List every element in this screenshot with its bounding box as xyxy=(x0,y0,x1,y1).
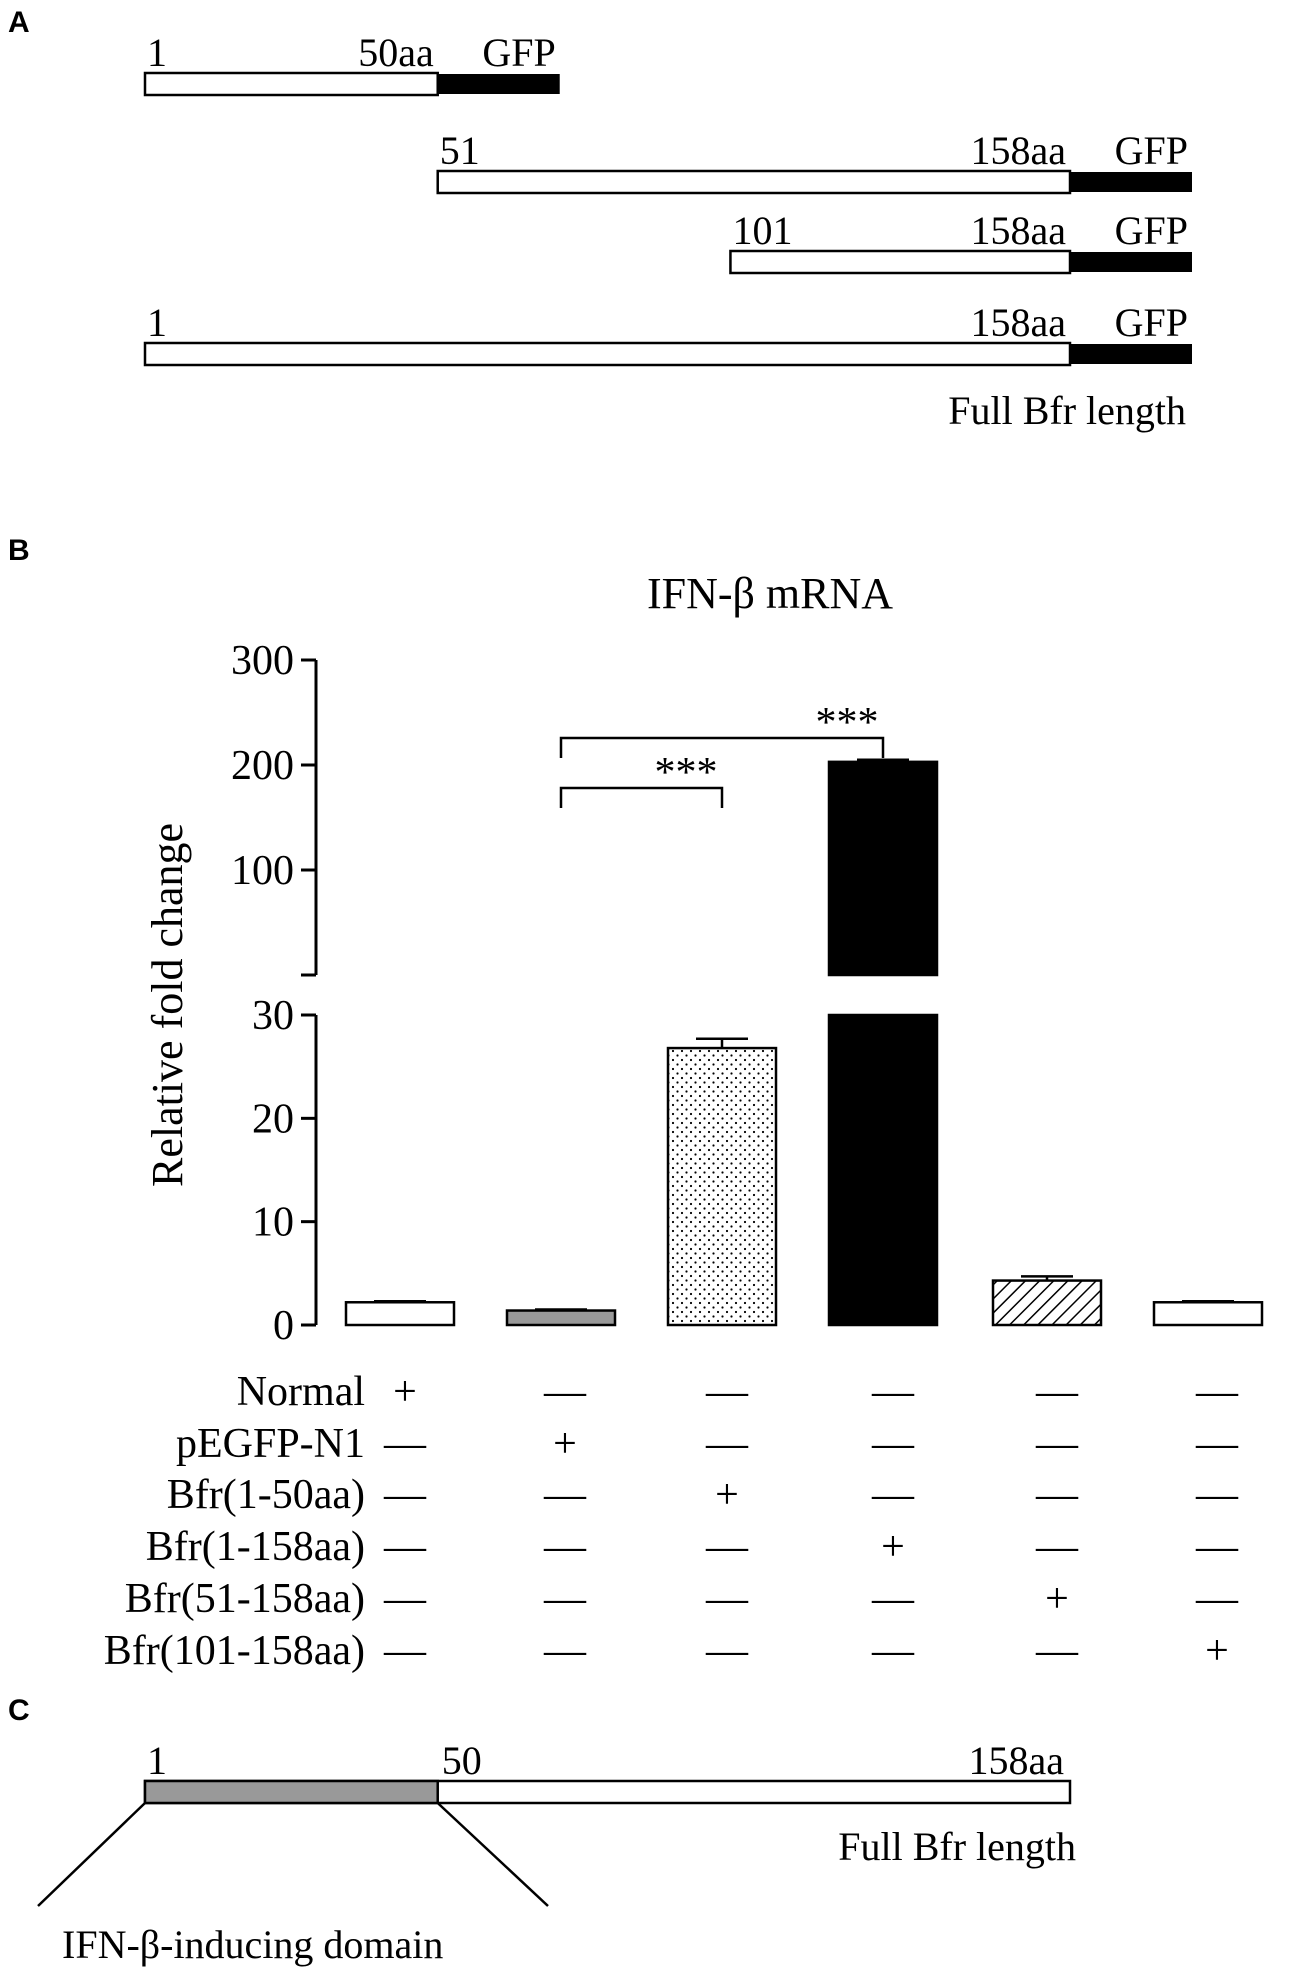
minus-sign: — xyxy=(543,1472,587,1518)
minus-sign: — xyxy=(705,1628,749,1674)
minus-sign: — xyxy=(383,1524,427,1570)
minus-sign: — xyxy=(1195,1421,1239,1467)
panel-a-constructs: 1 50aa GFP 51 158aa GFP 101 158aa GFP 1 158aa GFP xyxy=(143,30,1192,367)
minus-sign: — xyxy=(871,1421,915,1467)
plus-sign: + xyxy=(715,1472,739,1518)
minus-sign: — xyxy=(871,1472,915,1518)
gfp-tag-bar xyxy=(1070,252,1192,272)
bar-lower-segment xyxy=(827,1013,939,1327)
gfp-tag-bar xyxy=(437,74,560,94)
significance-label: *** xyxy=(816,700,879,746)
panel-label-c: C xyxy=(8,1694,30,1727)
minus-sign: — xyxy=(1195,1524,1239,1570)
minus-sign: — xyxy=(1035,1421,1079,1467)
construct-end-label: 158aa xyxy=(970,208,1066,253)
gfp-tag-bar xyxy=(1070,344,1192,364)
condition-label: Bfr(51-158aa) xyxy=(125,1576,365,1622)
protein-end-label: 158aa xyxy=(968,1738,1064,1783)
minus-sign: — xyxy=(1035,1369,1079,1415)
minus-sign: — xyxy=(1035,1524,1079,1570)
y-axis-label: Relative fold change xyxy=(143,823,192,1187)
minus-sign: — xyxy=(1195,1369,1239,1415)
plus-sign: + xyxy=(1205,1628,1229,1674)
y-tick-label: 300 xyxy=(231,638,294,684)
construct-bar xyxy=(143,71,439,97)
full-length-label-c: Full Bfr length xyxy=(838,1824,1076,1869)
construct-start-label: 1 xyxy=(147,30,167,75)
minus-sign: — xyxy=(543,1628,587,1674)
bar xyxy=(505,1309,617,1327)
minus-sign: — xyxy=(1195,1472,1239,1518)
zoom-line-right xyxy=(436,1802,549,1907)
construct-bar xyxy=(729,249,1072,275)
gfp-tag-bar xyxy=(1070,172,1192,192)
y-tick-label: 200 xyxy=(231,743,294,789)
bar xyxy=(991,1279,1103,1327)
gfp-tag-label: GFP xyxy=(1115,300,1188,345)
minus-sign: — xyxy=(871,1628,915,1674)
domain-start-label: 1 xyxy=(147,1738,167,1783)
construct-bar xyxy=(143,341,1072,367)
construct-end-label: 158aa xyxy=(970,128,1066,173)
construct-start-label: 51 xyxy=(440,128,480,173)
minus-sign: — xyxy=(705,1524,749,1570)
plus-sign: + xyxy=(553,1421,577,1467)
y-tick-label: 10 xyxy=(252,1200,294,1246)
panel-c-domain-map: 1 50 158aa Full Bfr length IFN-β-inducing do… xyxy=(37,1738,1076,1967)
significance-label: *** xyxy=(655,750,718,796)
plus-sign: + xyxy=(393,1369,417,1415)
minus-sign: — xyxy=(543,1576,587,1622)
minus-sign: — xyxy=(1035,1628,1079,1674)
minus-sign: — xyxy=(1195,1576,1239,1622)
condition-label: Bfr(101-158aa) xyxy=(104,1628,365,1674)
condition-table: Normal + — — — — — pEGFP-N1 — + — — — — Bfr(1-50aa) — — +… xyxy=(104,1369,1239,1674)
condition-label: Bfr(1-50aa) xyxy=(167,1472,365,1518)
minus-sign: — xyxy=(705,1576,749,1622)
minus-sign: — xyxy=(383,1628,427,1674)
construct-start-label: 1 xyxy=(147,300,167,345)
minus-sign: — xyxy=(383,1576,427,1622)
y-tick-label: 20 xyxy=(252,1096,294,1142)
bar-chart: 0 10 20 30 100 200 300 *** *** xyxy=(231,638,1264,1349)
plus-sign: + xyxy=(881,1524,905,1570)
bar-upper-segment xyxy=(827,760,939,977)
bar xyxy=(666,1046,778,1327)
minus-sign: — xyxy=(705,1369,749,1415)
domain-name-label: IFN-β-inducing domain xyxy=(62,1922,443,1967)
construct-bar xyxy=(436,169,1072,195)
condition-label: pEGFP-N1 xyxy=(176,1421,365,1467)
minus-sign: — xyxy=(1035,1472,1079,1518)
minus-sign: — xyxy=(383,1421,427,1467)
gfp-tag-label: GFP xyxy=(482,30,555,75)
minus-sign: — xyxy=(871,1369,915,1415)
plus-sign: + xyxy=(1045,1576,1069,1622)
construct-start-label: 101 xyxy=(732,208,792,253)
domain-bar xyxy=(143,1779,439,1805)
domain-end-label: 50 xyxy=(442,1738,482,1783)
chart-title: IFN-β mRNA xyxy=(647,569,893,618)
gfp-tag-label: GFP xyxy=(1115,208,1188,253)
minus-sign: — xyxy=(871,1576,915,1622)
full-length-label-a: Full Bfr length xyxy=(948,388,1186,433)
minus-sign: — xyxy=(543,1369,587,1415)
bar xyxy=(344,1301,456,1327)
significance-bracket xyxy=(559,736,885,758)
minus-sign: — xyxy=(383,1472,427,1518)
zoom-line-left xyxy=(37,1802,146,1907)
significance-bracket xyxy=(559,786,724,808)
y-tick-label: 30 xyxy=(252,993,294,1039)
y-tick-label: 100 xyxy=(231,848,294,894)
minus-sign: — xyxy=(705,1421,749,1467)
panel-label-b: B xyxy=(8,534,30,567)
bar xyxy=(1152,1301,1264,1327)
condition-label: Normal xyxy=(237,1369,365,1415)
gfp-tag-label: GFP xyxy=(1115,128,1188,173)
y-tick-label: 0 xyxy=(273,1303,294,1349)
construct-end-label: 50aa xyxy=(358,30,434,75)
minus-sign: — xyxy=(543,1524,587,1570)
panel-label-a: A xyxy=(8,6,30,39)
condition-label: Bfr(1-158aa) xyxy=(146,1524,365,1570)
construct-end-label: 158aa xyxy=(970,300,1066,345)
